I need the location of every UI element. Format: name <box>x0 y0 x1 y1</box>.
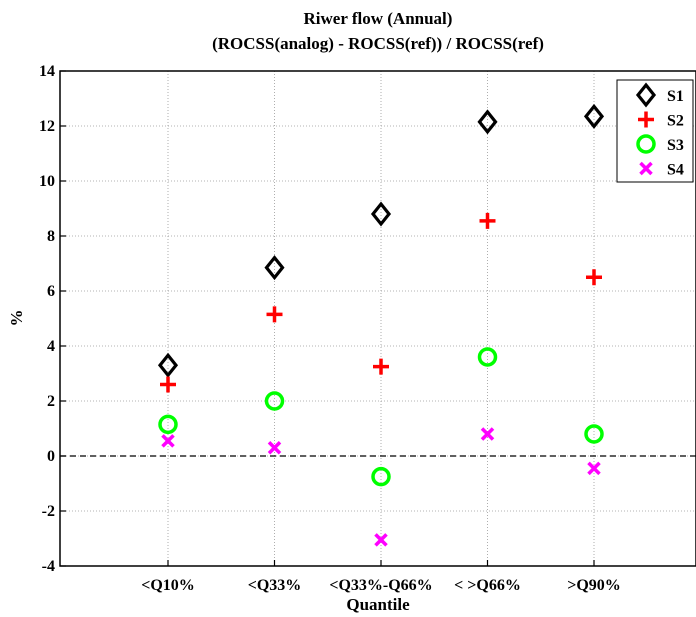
legend-marker-s2 <box>638 111 654 128</box>
legend-marker-s1 <box>635 82 657 108</box>
data-point-s2 <box>266 306 283 323</box>
legend: S1 S2 S3 S4 <box>616 79 694 183</box>
chart-subtitle: (ROCSS(analog) - ROCSS(ref)) / ROCSS(ref… <box>212 34 544 53</box>
data-point-s2 <box>160 376 176 393</box>
y-tick-label: 14 <box>39 63 55 80</box>
data-point-s1 <box>157 352 179 378</box>
x-tick-label: <Q33% <box>248 577 302 594</box>
plot-frame <box>59 70 696 567</box>
legend-label-s2: S2 <box>667 113 684 130</box>
data-point-s4 <box>374 533 388 547</box>
data-point-s4 <box>587 461 601 476</box>
x-tick-label: <Q10% <box>141 577 195 594</box>
grid <box>60 71 696 566</box>
data-point-s4 <box>161 434 175 448</box>
y-axis-ticks: -4 -2 0 2 4 6 8 10 12 14 <box>39 63 66 575</box>
y-tick-label: -2 <box>42 503 55 520</box>
y-tick-label: 0 <box>47 448 55 465</box>
legend-label-s1: S1 <box>667 88 684 105</box>
y-tick-label: -4 <box>42 558 55 575</box>
data-point-s1 <box>264 255 285 281</box>
data-point-s3 <box>264 391 285 411</box>
y-axis-label: % <box>7 310 26 327</box>
data-point-s3 <box>371 466 391 487</box>
x-tick-label: >Q90% <box>567 577 621 594</box>
y-tick-label: 8 <box>47 228 55 245</box>
y-tick-label: 4 <box>47 338 55 355</box>
data-point-s2 <box>586 269 602 286</box>
chart-title: Riwer flow (Annual) <box>304 9 453 28</box>
legend-label-s4: S4 <box>667 162 684 179</box>
data-points <box>157 103 605 547</box>
data-point-s3 <box>477 347 498 367</box>
legend-box <box>616 79 694 183</box>
data-point-s2 <box>479 212 496 229</box>
y-tick-label: 10 <box>39 173 55 190</box>
x-tick-label: <Q33%-Q66% <box>329 577 432 594</box>
data-point-s1 <box>583 103 605 129</box>
legend-marker-s4 <box>639 161 653 176</box>
legend-marker-s3 <box>636 134 656 154</box>
y-tick-label: 12 <box>39 118 55 135</box>
y-tick-label: 2 <box>47 393 55 410</box>
y-tick-label: 6 <box>47 283 55 300</box>
data-point-s1 <box>477 109 498 135</box>
data-point-s4 <box>480 427 495 441</box>
data-point-s3 <box>158 414 178 435</box>
data-point-s3 <box>584 424 604 444</box>
legend-label-s3: S3 <box>667 137 684 154</box>
data-point-s1 <box>370 201 392 227</box>
x-axis-label: Quantile <box>346 595 410 614</box>
x-tick-label: < >Q66% <box>454 577 521 594</box>
data-point-s4 <box>267 441 282 455</box>
data-point-s2 <box>373 358 389 375</box>
x-axis-ticks: <Q10% <Q33% <Q33%-Q66% < >Q66% >Q90% <box>141 560 621 594</box>
